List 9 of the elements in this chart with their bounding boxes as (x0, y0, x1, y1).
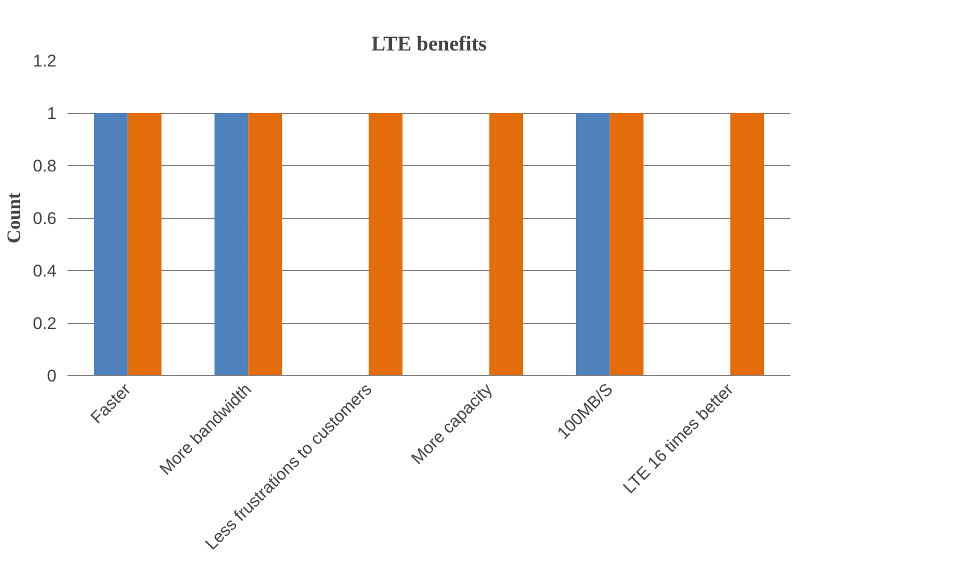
y-tick-label: 0.2 (32, 314, 57, 333)
y-axis-title: Count (4, 192, 25, 244)
y-tick-label: 0 (47, 366, 57, 386)
y-tick-label: 0.8 (32, 156, 57, 176)
y-tick-label: 1 (47, 104, 57, 123)
y-tick-label: 0.4 (32, 262, 57, 280)
y-tick-label: 0.6 (32, 209, 57, 228)
chart-title: LTE benefits (371, 32, 487, 56)
y-tick-label: 1.2 (32, 52, 57, 70)
